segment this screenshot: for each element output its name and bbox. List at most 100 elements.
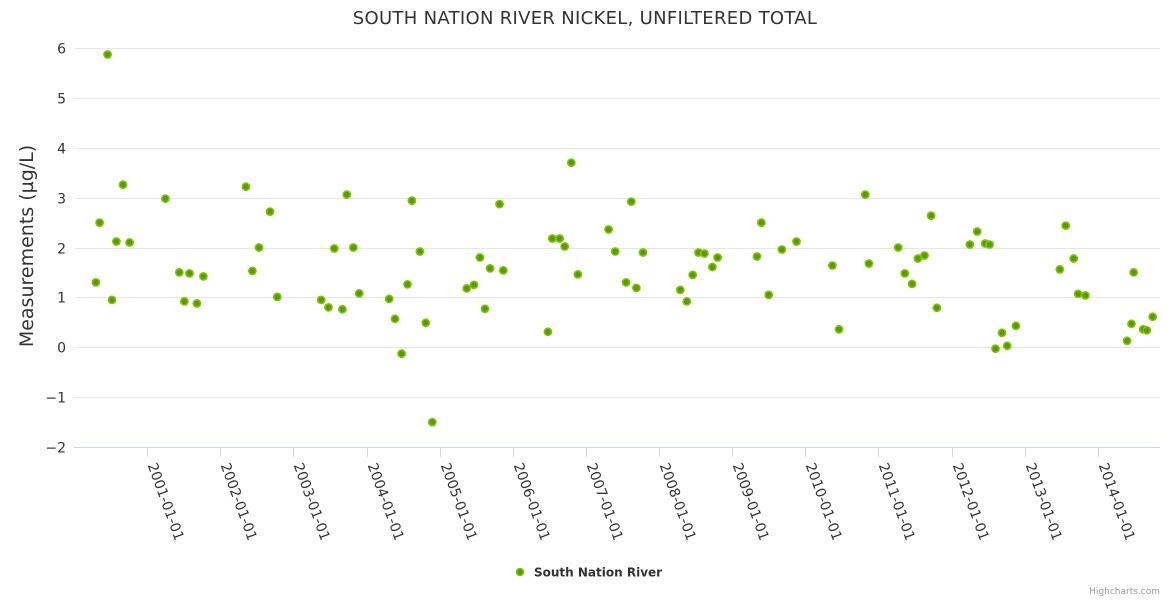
data-point[interactable] xyxy=(828,261,837,270)
data-point[interactable] xyxy=(469,280,479,290)
data-point[interactable] xyxy=(427,417,437,427)
legend-marker[interactable] xyxy=(515,567,525,577)
data-point[interactable] xyxy=(390,314,400,324)
data-point[interactable] xyxy=(462,283,472,293)
data-point[interactable] xyxy=(480,304,490,314)
y-tick-label: 1 xyxy=(57,291,66,307)
data-point[interactable] xyxy=(1127,319,1136,329)
data-point[interactable] xyxy=(764,290,774,300)
data-point[interactable] xyxy=(543,327,553,337)
data-point[interactable] xyxy=(1061,221,1071,230)
data-point[interactable] xyxy=(1069,254,1079,263)
data-point[interactable] xyxy=(900,268,910,278)
data-point[interactable] xyxy=(342,190,352,199)
data-point[interactable] xyxy=(118,180,128,190)
data-point[interactable] xyxy=(91,277,101,287)
data-point[interactable] xyxy=(324,302,333,312)
data-point[interactable] xyxy=(621,277,631,287)
data-point[interactable] xyxy=(752,252,762,261)
data-point[interactable] xyxy=(757,218,766,227)
data-point[interactable] xyxy=(792,237,801,246)
data-point[interactable] xyxy=(560,242,570,251)
data-point[interactable] xyxy=(777,245,787,254)
data-point[interactable] xyxy=(985,240,994,249)
data-point[interactable] xyxy=(107,295,117,305)
data-point[interactable] xyxy=(95,218,104,227)
y-tick-label: 5 xyxy=(57,92,66,108)
data-point[interactable] xyxy=(415,247,425,256)
data-point[interactable] xyxy=(112,237,121,246)
data-point[interactable] xyxy=(708,262,717,272)
data-point[interactable] xyxy=(972,227,982,236)
credits-link[interactable]: Highcharts.com xyxy=(1089,587,1160,597)
data-point[interactable] xyxy=(1011,321,1021,331)
data-point[interactable] xyxy=(265,207,275,216)
data-point[interactable] xyxy=(337,304,347,314)
data-point[interactable] xyxy=(498,265,508,275)
data-point[interactable] xyxy=(185,268,194,278)
data-point[interactable] xyxy=(893,243,903,252)
data-point[interactable] xyxy=(632,283,641,293)
data-point[interactable] xyxy=(991,344,1000,354)
data-point[interactable] xyxy=(397,349,406,359)
data-point[interactable] xyxy=(688,270,698,280)
data-point[interactable] xyxy=(192,298,202,308)
data-point[interactable] xyxy=(272,292,282,302)
y-tick-label: 4 xyxy=(57,142,66,158)
data-point[interactable] xyxy=(403,279,412,289)
data-point[interactable] xyxy=(475,253,485,262)
y-tick-label: 2 xyxy=(57,242,66,258)
data-point[interactable] xyxy=(254,243,264,252)
data-point[interactable] xyxy=(329,244,339,253)
data-point[interactable] xyxy=(179,296,189,306)
data-point[interactable] xyxy=(638,248,648,257)
data-point[interactable] xyxy=(555,234,564,243)
data-point[interactable] xyxy=(547,234,557,243)
data-point[interactable] xyxy=(1148,312,1158,322)
data-point[interactable] xyxy=(1055,264,1065,274)
data-point[interactable] xyxy=(604,225,613,234)
y-axis-ticks: −2 −1 0 1 2 3 4 5 6 xyxy=(45,42,66,457)
legend-label[interactable]: South Nation River xyxy=(534,566,662,580)
data-point[interactable] xyxy=(864,259,874,268)
data-point[interactable] xyxy=(407,196,417,205)
data-point[interactable] xyxy=(932,303,942,313)
data-point[interactable] xyxy=(1073,289,1083,299)
data-point[interactable] xyxy=(713,253,722,262)
data-point[interactable] xyxy=(610,247,620,256)
data-point[interactable] xyxy=(421,318,431,328)
data-point[interactable] xyxy=(316,295,326,305)
data-point[interactable] xyxy=(247,266,257,276)
data-point[interactable] xyxy=(348,243,358,252)
data-point[interactable] xyxy=(485,263,495,273)
data-point[interactable] xyxy=(965,240,975,249)
data-point[interactable] xyxy=(907,279,917,289)
data-point[interactable] xyxy=(1129,267,1139,277)
data-point[interactable] xyxy=(1142,325,1152,335)
data-point[interactable] xyxy=(573,269,583,279)
data-point[interactable] xyxy=(174,267,184,277)
data-point[interactable] xyxy=(160,194,170,203)
data-point[interactable] xyxy=(1122,336,1132,346)
data-point[interactable] xyxy=(1002,341,1012,351)
legend[interactable]: South Nation River xyxy=(515,566,663,580)
data-point[interactable] xyxy=(920,251,929,260)
data-point[interactable] xyxy=(675,285,685,295)
data-point[interactable] xyxy=(241,182,251,192)
data-point[interactable] xyxy=(125,238,135,247)
data-point[interactable] xyxy=(198,271,208,281)
data-point[interactable] xyxy=(700,249,709,258)
data-point[interactable] xyxy=(384,294,394,304)
data-point[interactable] xyxy=(926,211,936,220)
data-point[interactable] xyxy=(834,324,844,334)
data-point[interactable] xyxy=(1081,290,1090,300)
data-point[interactable] xyxy=(997,328,1007,338)
data-point[interactable] xyxy=(495,199,504,209)
data-point[interactable] xyxy=(626,197,636,206)
data-point[interactable] xyxy=(860,190,870,199)
data-point[interactable] xyxy=(566,158,576,168)
data-point[interactable] xyxy=(682,296,692,306)
data-point[interactable] xyxy=(103,50,112,59)
data-point[interactable] xyxy=(354,288,364,298)
